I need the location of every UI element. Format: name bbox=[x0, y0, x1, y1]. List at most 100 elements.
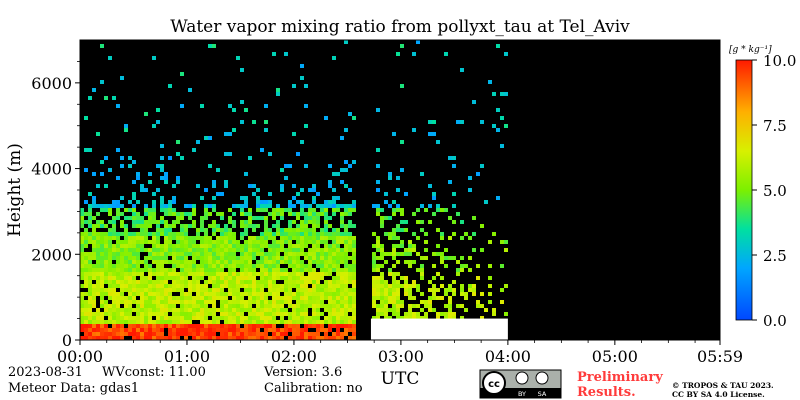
heatmap-cell bbox=[236, 300, 240, 304]
heatmap-cell bbox=[332, 228, 336, 232]
heatmap-cell bbox=[108, 320, 112, 324]
heatmap-cell bbox=[168, 268, 172, 272]
heatmap-cell bbox=[280, 276, 284, 280]
heatmap-cell bbox=[136, 216, 140, 220]
heatmap-cell bbox=[148, 276, 152, 280]
heatmap-cell bbox=[156, 300, 160, 304]
heatmap-cell bbox=[276, 220, 280, 224]
heatmap-cell bbox=[344, 204, 348, 208]
heatmap-cell bbox=[208, 256, 212, 260]
heatmap-cell bbox=[240, 100, 244, 104]
heatmap-cell bbox=[288, 220, 292, 224]
heatmap-cell bbox=[128, 248, 132, 252]
heatmap-cell bbox=[192, 264, 196, 268]
heatmap-cell bbox=[88, 260, 92, 264]
heatmap-cell bbox=[208, 236, 212, 240]
heatmap-cell bbox=[136, 328, 140, 332]
heatmap-cell bbox=[88, 308, 92, 312]
heatmap-cell bbox=[168, 316, 172, 320]
heatmap-cell bbox=[168, 332, 172, 336]
heatmap-cell bbox=[440, 252, 444, 256]
heatmap-cell bbox=[224, 244, 228, 248]
heatmap-cell bbox=[420, 228, 424, 232]
heatmap-cell bbox=[380, 244, 384, 248]
heatmap-cell bbox=[328, 224, 332, 228]
footer-meteor-data: Meteor Data: gdas1 bbox=[8, 381, 139, 396]
heatmap-cell bbox=[228, 152, 232, 156]
heatmap-cell bbox=[188, 288, 192, 292]
heatmap-cell bbox=[176, 152, 180, 156]
heatmap-cell bbox=[244, 196, 248, 200]
heatmap-cell bbox=[492, 124, 496, 128]
heatmap-cell bbox=[212, 256, 216, 260]
heatmap-cell bbox=[196, 276, 200, 280]
heatmap-cell bbox=[220, 244, 224, 248]
heatmap-cell bbox=[124, 244, 128, 248]
heatmap-cell bbox=[176, 260, 180, 264]
heatmap-cell bbox=[444, 208, 448, 212]
heatmap-cell bbox=[156, 228, 160, 232]
heatmap-cell bbox=[264, 104, 268, 108]
heatmap-cell bbox=[440, 236, 444, 240]
heatmap-cell bbox=[452, 220, 456, 224]
heatmap-cell bbox=[264, 240, 268, 244]
heatmap-cell bbox=[100, 224, 104, 228]
heatmap-cell bbox=[200, 196, 204, 200]
heatmap-cell bbox=[124, 236, 128, 240]
heatmap-cell bbox=[280, 216, 284, 220]
heatmap-cell bbox=[92, 244, 96, 248]
heatmap-cell bbox=[280, 316, 284, 320]
heatmap-cell bbox=[284, 252, 288, 256]
heatmap-cell bbox=[176, 328, 180, 332]
heatmap-cell bbox=[256, 312, 260, 316]
heatmap-cell bbox=[504, 284, 508, 288]
heatmap-cell bbox=[348, 220, 352, 224]
heatmap-cell bbox=[244, 224, 248, 228]
heatmap-cell bbox=[140, 188, 144, 192]
heatmap-cell bbox=[244, 256, 248, 260]
heatmap-cell bbox=[324, 252, 328, 256]
heatmap-cell bbox=[300, 316, 304, 320]
heatmap-cell bbox=[216, 260, 220, 264]
heatmap-cell bbox=[276, 308, 280, 312]
heatmap-cell bbox=[120, 204, 124, 208]
heatmap-cell bbox=[100, 328, 104, 332]
x-tick-label: 05:59 bbox=[697, 347, 743, 366]
heatmap-cell bbox=[224, 264, 228, 268]
heatmap-cell bbox=[220, 316, 224, 320]
heatmap-cell bbox=[420, 264, 424, 268]
heatmap-cell bbox=[352, 224, 356, 228]
heatmap-cell bbox=[400, 228, 404, 232]
heatmap-cell bbox=[316, 312, 320, 316]
heatmap-cell bbox=[124, 240, 128, 244]
heatmap-cell bbox=[264, 252, 268, 256]
heatmap-cell bbox=[460, 264, 464, 268]
heatmap-cell bbox=[488, 276, 492, 280]
heatmap-cell bbox=[340, 224, 344, 228]
heatmap-cell bbox=[212, 184, 216, 188]
heatmap-cell bbox=[416, 208, 420, 212]
heatmap-cell bbox=[212, 320, 216, 324]
heatmap-cell bbox=[280, 312, 284, 316]
heatmap-cell bbox=[456, 304, 460, 308]
heatmap-cell bbox=[168, 292, 172, 296]
heatmap-cell bbox=[256, 300, 260, 304]
heatmap-cell bbox=[256, 292, 260, 296]
heatmap-cell bbox=[460, 288, 464, 292]
heatmap-cell bbox=[328, 244, 332, 248]
y-tick-label: 0 bbox=[62, 331, 72, 350]
heatmap-cell bbox=[276, 256, 280, 260]
heatmap-cell bbox=[208, 324, 212, 328]
heatmap-cell bbox=[316, 300, 320, 304]
heatmap-cell bbox=[244, 288, 248, 292]
heatmap-cell bbox=[132, 284, 136, 288]
heatmap-cell bbox=[164, 336, 168, 340]
heatmap-cell bbox=[316, 244, 320, 248]
heatmap-cell bbox=[224, 296, 228, 300]
heatmap-cell bbox=[208, 332, 212, 336]
heatmap-cell bbox=[312, 292, 316, 296]
heatmap-cell bbox=[188, 236, 192, 240]
heatmap-cell bbox=[372, 256, 376, 260]
heatmap-cell bbox=[316, 316, 320, 320]
heatmap-cell bbox=[352, 312, 356, 316]
